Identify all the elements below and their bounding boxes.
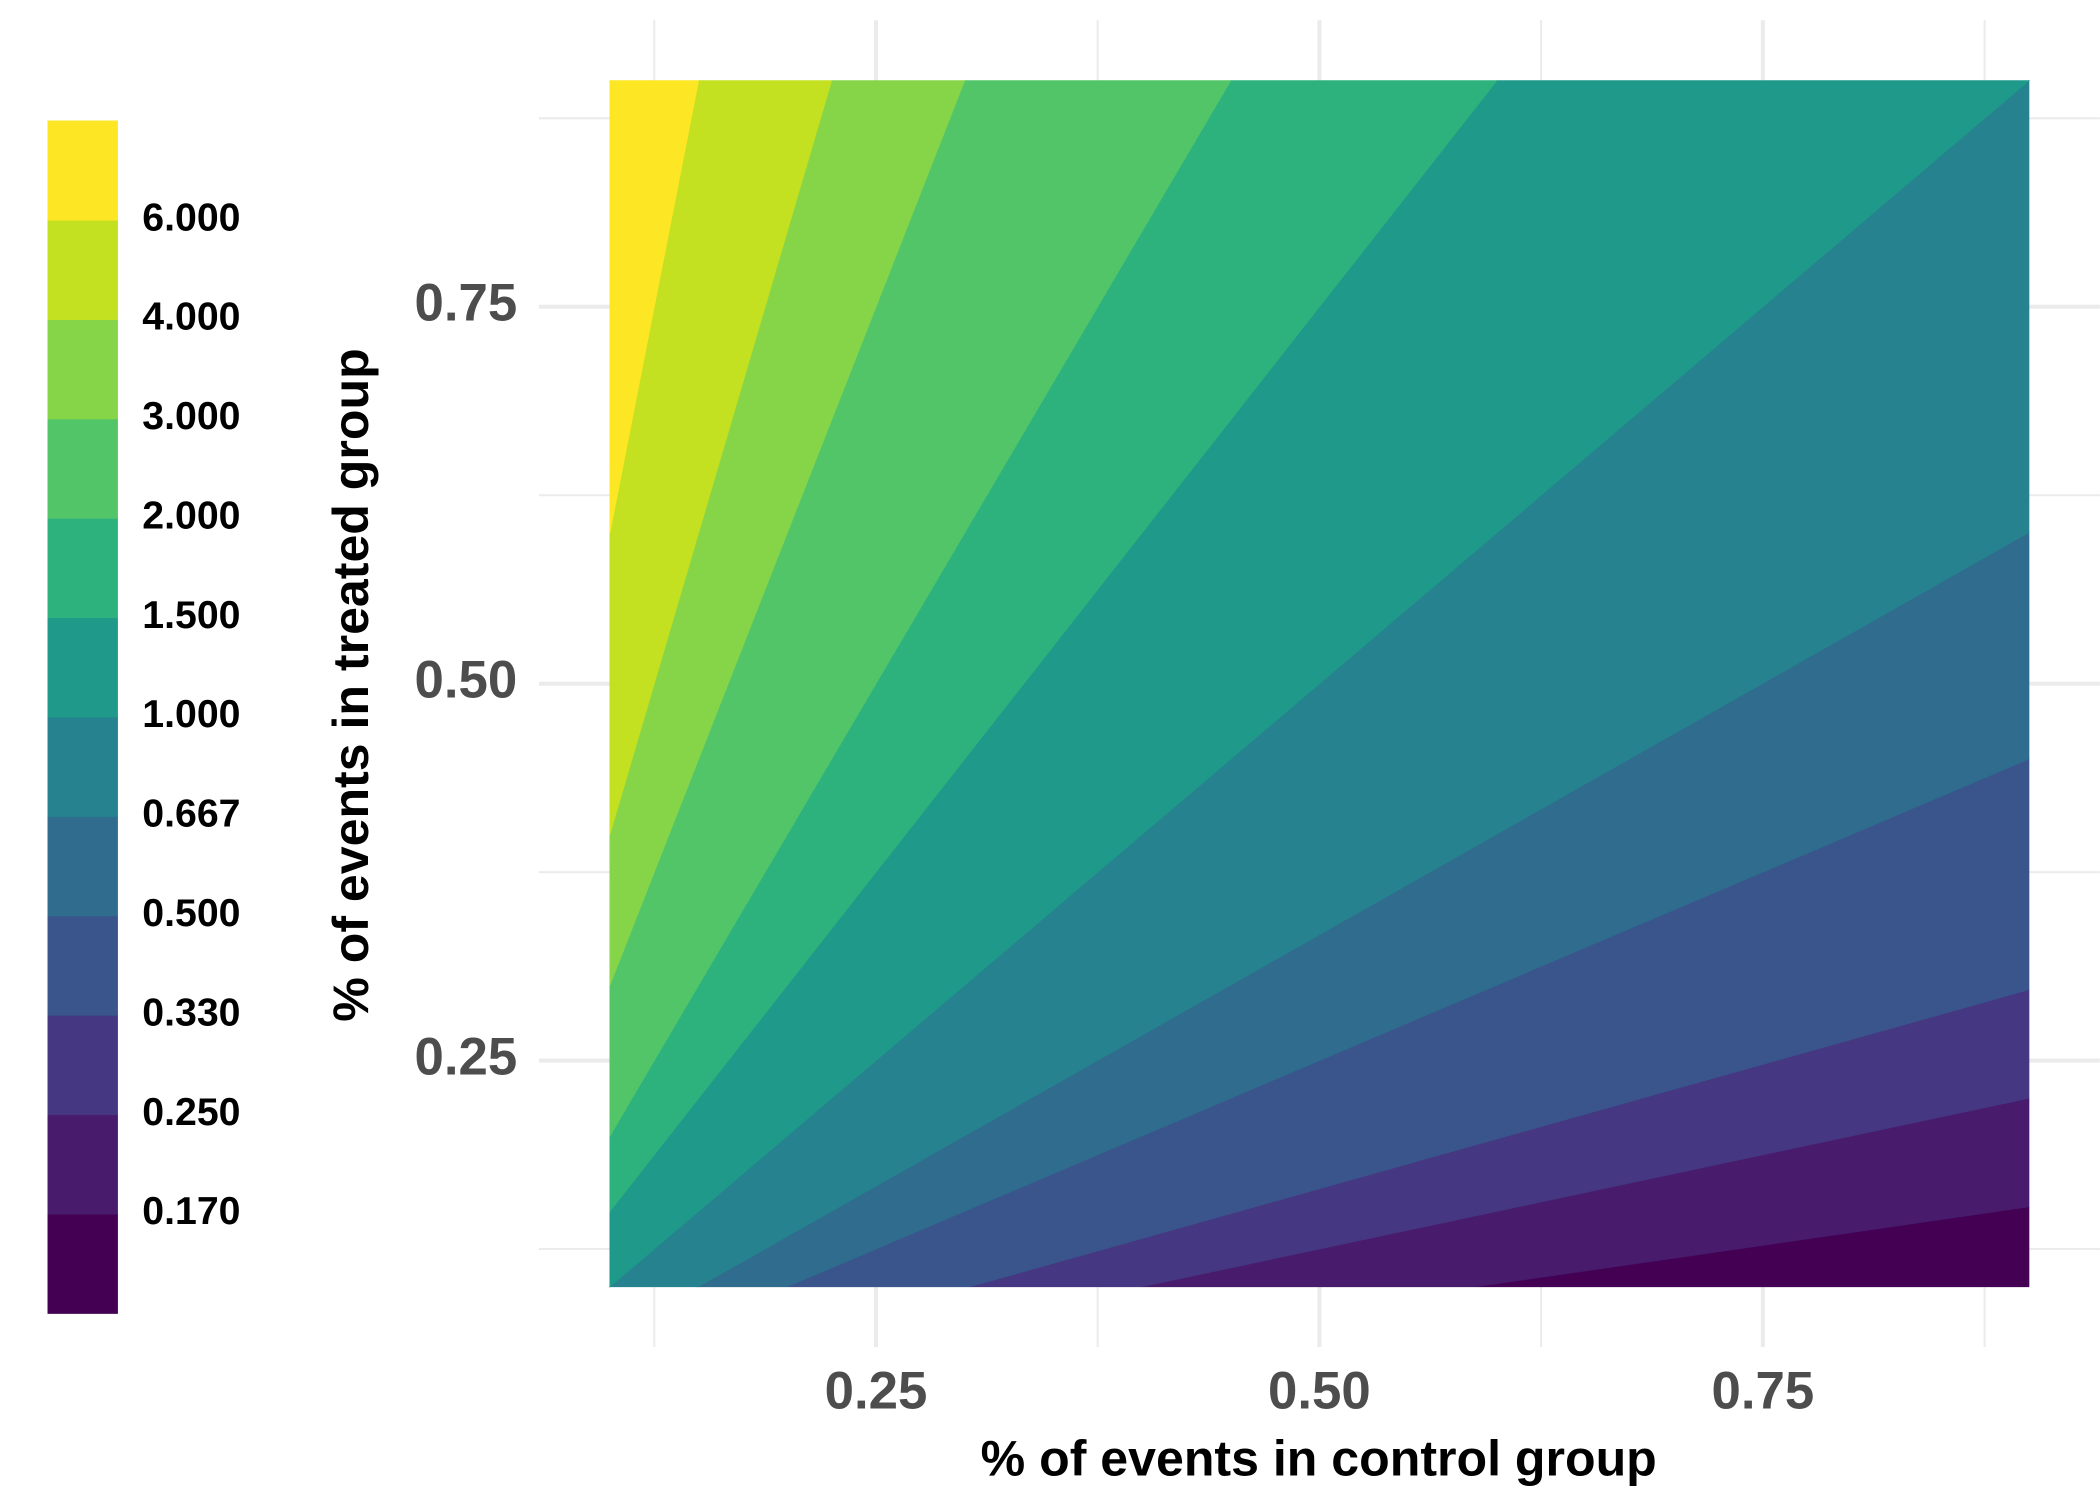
x-axis-title: % of events in control group <box>981 1430 1657 1486</box>
labels: % of events in control group % of events… <box>323 274 1814 1487</box>
legend-label: 0.500 <box>142 891 240 935</box>
legend-label: 2.000 <box>142 493 240 537</box>
legend-label: 6.000 <box>142 195 240 239</box>
legend-swatch <box>47 915 118 1016</box>
contour-band <box>609 80 700 533</box>
y-axis-title: % of events in treated group <box>323 348 379 1021</box>
legend-label: 0.330 <box>142 990 240 1034</box>
legend-label: 0.170 <box>142 1189 240 1233</box>
legend-swatch <box>47 418 118 519</box>
legend-swatch <box>47 1015 118 1116</box>
y-tick-label: 0.50 <box>415 651 518 710</box>
legend: 0.170 0.250 0.330 0.500 0.667 1.000 1.500 2.000… <box>47 120 241 1314</box>
legend-label: 1.000 <box>142 692 240 736</box>
legend-swatch <box>47 120 118 221</box>
legend-swatch <box>47 1213 118 1314</box>
legend-label: 3.000 <box>142 394 240 438</box>
x-tick-label: 0.50 <box>1268 1361 1371 1420</box>
contour-bands <box>608 79 2031 1288</box>
legend-swatch <box>47 518 118 619</box>
legend-swatch <box>47 319 118 420</box>
legend-swatch <box>47 716 118 817</box>
x-tick-label: 0.25 <box>825 1361 928 1420</box>
y-tick-label: 0.75 <box>415 274 518 333</box>
legend-label: 1.500 <box>142 593 240 637</box>
legend-swatch <box>47 219 118 320</box>
x-tick-label: 0.75 <box>1711 1361 1814 1420</box>
legend-label: 0.250 <box>142 1090 240 1134</box>
legend-label: 4.000 <box>142 295 240 339</box>
y-tick-label: 0.25 <box>415 1028 518 1087</box>
legend-swatch <box>47 617 118 718</box>
legend-label: 0.667 <box>142 792 240 836</box>
legend-swatch <box>47 816 118 917</box>
legend-swatch <box>47 1114 118 1215</box>
